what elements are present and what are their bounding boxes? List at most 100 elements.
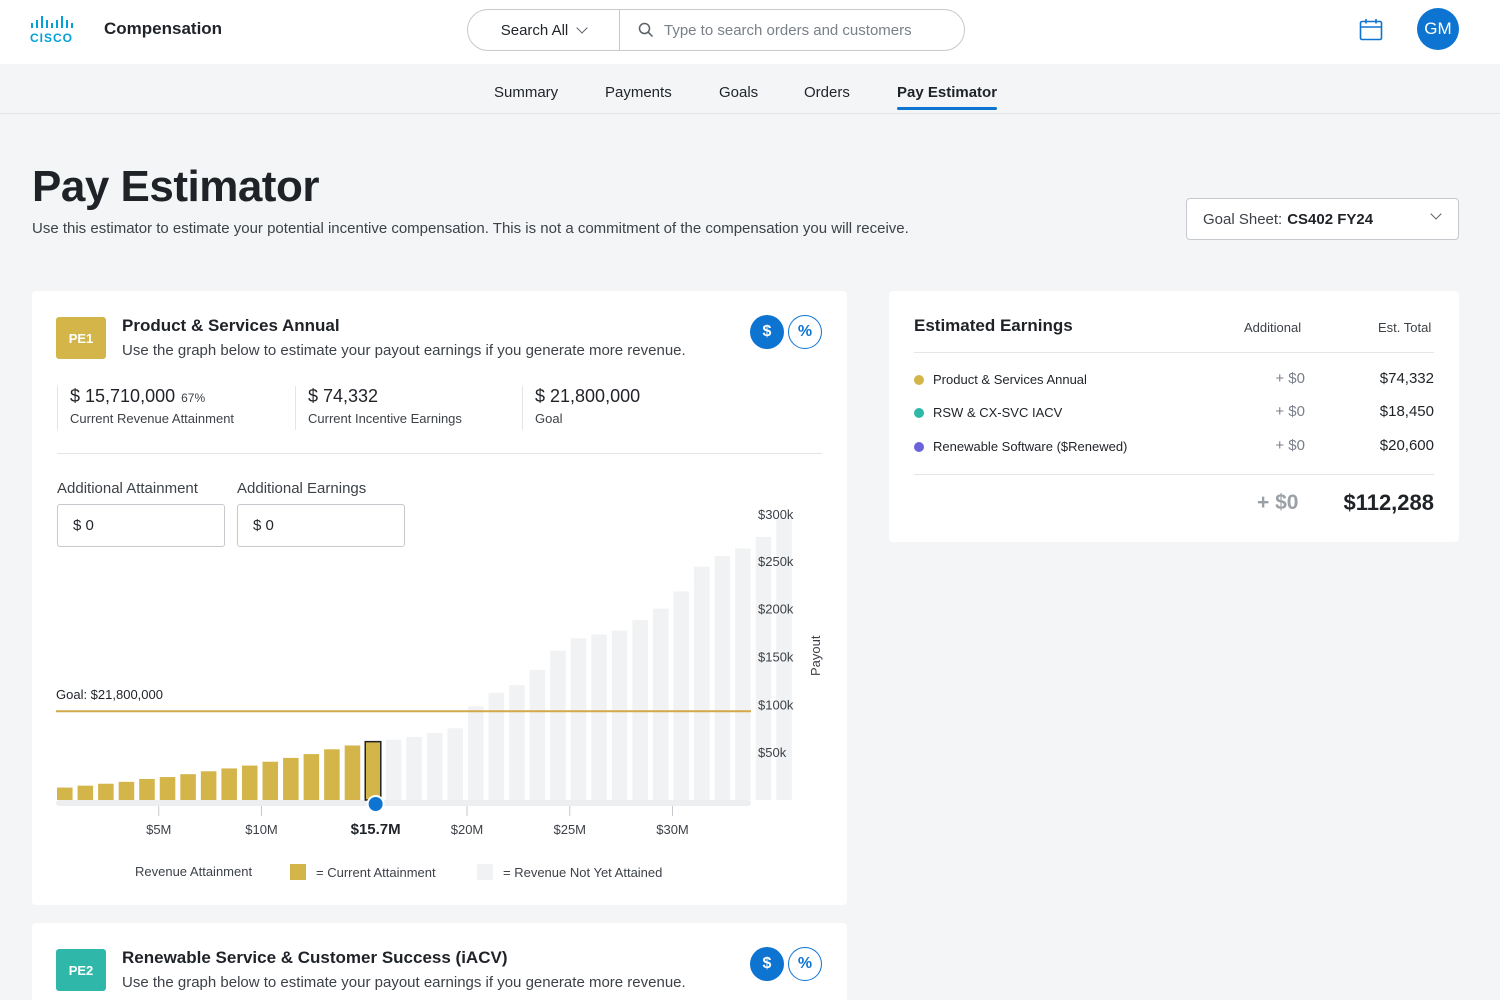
series-dot <box>914 375 924 385</box>
y-tick-label: $200k <box>758 602 794 617</box>
earnings-row-total: $18,450 <box>1379 403 1434 420</box>
goal-sheet-label: Goal Sheet: <box>1203 210 1283 228</box>
additional-earnings-input[interactable]: $ 0 <box>237 504 405 547</box>
legend-not-attained-label: = Revenue Not Yet Attained <box>503 864 663 880</box>
pe2-subtitle: Use the graph below to estimate your pay… <box>122 974 686 991</box>
chart-bar-not-attained <box>488 692 505 800</box>
stats-divider <box>57 453 822 454</box>
page-title: Pay Estimator <box>32 162 319 211</box>
cisco-logo[interactable]: CISCO <box>30 16 82 46</box>
search-scope-dropdown[interactable]: Search All <box>468 10 620 50</box>
estimated-earnings-card <box>889 291 1459 542</box>
earnings-row-name: RSW & CX-SVC IACV <box>933 405 1063 420</box>
x-tick-label: $5M <box>146 822 171 837</box>
legend-swatch-current <box>290 864 306 880</box>
chart-bar-attained <box>57 787 73 800</box>
chart-bar-attained <box>139 778 155 800</box>
chart-bar-attained <box>324 749 340 800</box>
main-tabs: Summary Payments Goals Orders Pay Estima… <box>0 64 1500 114</box>
chart-bar-attained <box>98 783 114 800</box>
stat-revenue-attainment: $ 15,710,000 67% Current Revenue Attainme… <box>57 386 234 430</box>
earnings-row-total: $74,332 <box>1379 370 1434 387</box>
page-subtitle: Use this estimator to estimate your pote… <box>32 220 909 237</box>
chart-bar-attained <box>200 771 217 800</box>
chart-bar-attained <box>159 777 176 800</box>
earnings-row-total: $20,600 <box>1379 437 1434 454</box>
tab-payments[interactable]: Payments <box>605 84 672 101</box>
tab-pay-estimator[interactable]: Pay Estimator <box>897 84 998 114</box>
legend-title: Revenue Attainment <box>135 864 253 879</box>
stat-value: $ 21,800,000 <box>535 386 641 406</box>
chart-bar-not-attained <box>652 608 669 800</box>
stat-value: $ 74,332 <box>308 386 379 406</box>
chart-bar-attained <box>283 757 299 800</box>
pe1-title: Product & Services Annual <box>122 316 340 335</box>
additional-attainment-label: Additional Attainment <box>57 480 198 497</box>
goal-sheet-value: CS402 FY24 <box>1287 210 1374 228</box>
chart-bar-attained <box>262 761 279 800</box>
logo-word: CISCO <box>30 31 74 45</box>
chart-bar-attained <box>118 781 135 800</box>
legend-current: = Current Attainment <box>290 864 436 880</box>
earnings-total-divider <box>914 474 1434 475</box>
chart-bar-not-attained <box>570 638 587 800</box>
earnings-header-divider <box>914 352 1434 353</box>
pe2-title: Renewable Service & Customer Success (iA… <box>122 948 508 967</box>
chart-bar-not-attained <box>468 706 484 800</box>
earnings-row-name: Renewable Software ($Renewed) <box>933 439 1128 454</box>
chart-bar-not-attained <box>591 634 607 800</box>
stat-label: Current Revenue Attainment <box>70 411 235 426</box>
chart-bar-not-attained <box>632 620 648 800</box>
chart-bar-not-attained <box>529 669 546 800</box>
chart-bar-attained <box>180 774 196 800</box>
dollar-mode-button[interactable]: $ <box>750 947 784 981</box>
percent-mode-button[interactable]: % <box>788 315 822 349</box>
stat-label: Goal <box>535 411 563 426</box>
search-field <box>620 21 964 39</box>
earnings-row-name: Product & Services Annual <box>933 372 1087 387</box>
additional-earnings-label: Additional Earnings <box>237 480 367 497</box>
chart-bar-not-attained <box>426 733 443 800</box>
search-icon <box>638 22 654 38</box>
percent-mode-button[interactable]: % <box>788 947 822 981</box>
chart-bar-not-attained <box>755 536 772 800</box>
chart-bar-attained <box>221 768 237 800</box>
earnings-row: RSW & CX-SVC IACV + $0 $18,450 <box>914 403 1434 423</box>
stat-percent: 67% <box>181 391 206 405</box>
global-search: Search All <box>467 9 965 51</box>
goal-sheet-select[interactable]: Goal Sheet: CS402 FY24 <box>1186 198 1459 240</box>
chart-bar-not-attained <box>694 566 710 800</box>
x-tick-label: $25M <box>553 822 586 837</box>
earnings-sum-additional: + $0 <box>1257 491 1299 514</box>
chart-bar-not-attained <box>509 685 525 800</box>
chart-bar-attained <box>77 785 94 800</box>
additional-attainment-input[interactable]: $ 0 <box>57 504 225 547</box>
stat-goal: $ 21,800,000 Goal <box>522 386 640 430</box>
earnings-col-additional: Additional <box>1244 320 1302 335</box>
earnings-row: Product & Services Annual + $0 $74,332 <box>914 370 1434 390</box>
earnings-row-additional: + $0 <box>1275 403 1305 420</box>
legend-swatch-not-attained <box>477 864 493 880</box>
user-avatar[interactable]: GM <box>1417 8 1459 50</box>
earnings-sum-total: $112,288 <box>1343 490 1434 515</box>
earnings-row: Renewable Software ($Renewed) + $0 $20,6… <box>914 437 1434 457</box>
tab-summary[interactable]: Summary <box>494 84 559 101</box>
attainment-slider-handle[interactable] <box>366 795 385 813</box>
y-tick-label: $150k <box>758 650 794 665</box>
legend-not-attained: = Revenue Not Yet Attained <box>477 864 662 880</box>
top-bar: CISCO Compensation Search All GM <box>0 0 1500 64</box>
chart-bar-not-attained <box>385 739 402 800</box>
logo-bars-icon <box>31 16 82 28</box>
x-tick-label: $30M <box>656 822 689 837</box>
search-input[interactable] <box>664 21 964 39</box>
calendar-icon[interactable] <box>1359 18 1383 42</box>
tab-goals[interactable]: Goals <box>719 84 759 101</box>
dollar-mode-button[interactable]: $ <box>750 315 784 349</box>
chart-bar-not-attained <box>735 548 751 800</box>
pe2-card <box>32 923 847 1000</box>
goal-label: Goal: $21,800,000 <box>56 687 163 702</box>
tab-orders[interactable]: Orders <box>804 84 850 101</box>
y-tick-label: $50k <box>758 745 787 760</box>
stat-value: $ 15,710,000 <box>70 386 176 406</box>
